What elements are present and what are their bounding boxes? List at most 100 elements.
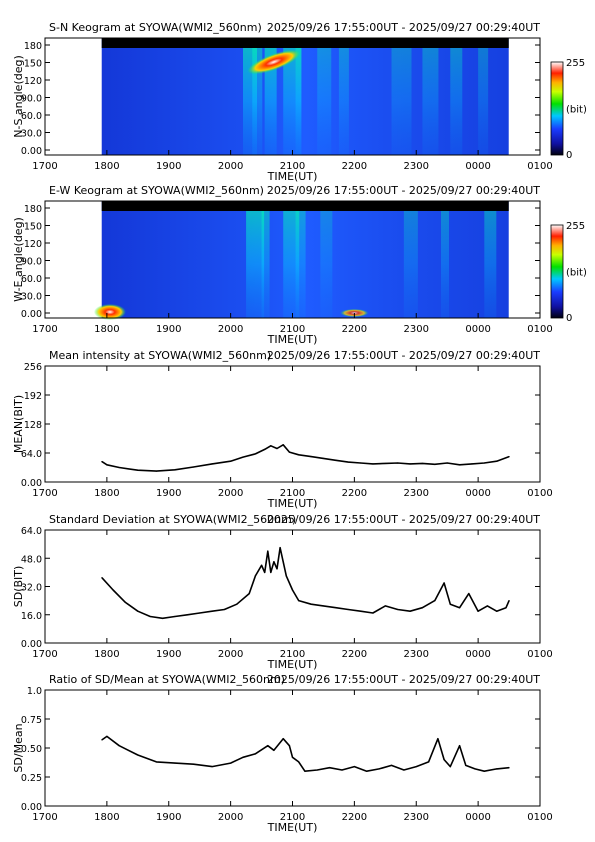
series-point xyxy=(390,764,393,767)
series-point xyxy=(409,463,411,465)
x-tick-label: 2100 xyxy=(280,812,305,823)
y-axis-label: MEAN(BIT) xyxy=(12,395,25,453)
y-tick-label: 90.0 xyxy=(21,257,42,268)
series-line xyxy=(101,546,510,620)
series-point xyxy=(443,759,445,761)
series-point xyxy=(236,603,238,605)
series-point xyxy=(161,617,164,619)
keogram-streak xyxy=(295,48,302,155)
y-axis-label: SD/Mean xyxy=(12,723,25,772)
keogram-streak xyxy=(338,48,349,155)
x-tick-label: 1700 xyxy=(32,324,57,335)
x-tick-label: 1800 xyxy=(94,488,119,499)
y-tick-label: 0.25 xyxy=(21,773,42,784)
keogram-streak xyxy=(450,48,463,155)
series-point xyxy=(409,610,411,612)
panel-2: E-W Keogram at SYOWA(WMI2_560nm) 2025/09/… xyxy=(12,184,587,346)
series-point xyxy=(508,456,510,458)
series-point xyxy=(124,601,127,603)
y-tick-label: 30.0 xyxy=(21,129,42,140)
series-point xyxy=(101,739,103,741)
series-point xyxy=(264,448,266,450)
keogram-streak xyxy=(484,211,497,318)
series-point xyxy=(428,761,430,763)
x-tick-label: 2000 xyxy=(218,161,243,172)
keogram-streak xyxy=(283,211,300,318)
x-tick-label: 1900 xyxy=(156,161,181,172)
y-axis-label: W-E angle(deg) xyxy=(12,217,25,302)
series-point xyxy=(449,765,451,768)
x-tick-label: 1800 xyxy=(94,812,119,823)
series-point xyxy=(483,462,485,464)
series-point xyxy=(316,769,318,771)
series-point xyxy=(403,769,405,771)
series-point xyxy=(112,589,114,591)
plot-frame xyxy=(44,529,541,644)
keogram-bright-spot xyxy=(93,304,126,320)
series-point xyxy=(186,614,188,616)
x-tick-label: 2000 xyxy=(218,812,243,823)
x-tick-label: 1700 xyxy=(32,161,57,172)
series-point xyxy=(248,592,250,595)
series-point xyxy=(477,610,479,612)
x-tick-label: 2000 xyxy=(218,649,243,660)
panel-title: Mean intensity at SYOWA(WMI2_560nm) xyxy=(49,349,271,362)
x-tick-label: 2200 xyxy=(342,649,367,660)
colorbar-unit-label: (bit) xyxy=(566,268,587,279)
colorbar-min-label: 0 xyxy=(566,150,572,161)
x-tick-label: 2000 xyxy=(218,324,243,335)
series-point xyxy=(458,464,461,466)
x-tick-label: 2300 xyxy=(404,649,429,660)
colorbar-max-label: 255 xyxy=(566,58,585,69)
series-point xyxy=(353,765,355,768)
series-point xyxy=(199,612,201,614)
series-point xyxy=(291,756,294,758)
y-tick-label: 0.50 xyxy=(21,744,42,755)
x-tick-label: 2100 xyxy=(280,324,305,335)
y-tick-label: 120 xyxy=(24,76,42,87)
series-point xyxy=(298,454,300,456)
y-tick-label: 0.00 xyxy=(21,309,42,320)
keogram-streak xyxy=(252,48,263,155)
keogram-streak xyxy=(246,211,265,318)
series-point xyxy=(230,762,232,764)
series-point xyxy=(434,463,436,465)
series-point xyxy=(254,753,256,755)
y-tick-label: 64.0 xyxy=(21,449,42,460)
x-tick-label: 0100 xyxy=(527,649,552,660)
panel-title: E-W Keogram at SYOWA(WMI2_560nm) xyxy=(49,184,264,197)
series-point xyxy=(508,600,510,602)
y-tick-label: 90.0 xyxy=(21,94,42,105)
series-point xyxy=(223,608,226,611)
panel-time-range: 2025/09/26 17:55:00UT - 2025/09/27 00:29… xyxy=(267,184,540,197)
x-tick-label: 0000 xyxy=(465,161,490,172)
series-point xyxy=(137,754,139,756)
series-point xyxy=(483,770,485,772)
y-tick-label: 64.0 xyxy=(21,526,42,537)
x-tick-label: 1700 xyxy=(32,812,57,823)
series-point xyxy=(273,561,275,563)
series-point xyxy=(322,605,325,607)
series-point xyxy=(285,575,287,577)
series-point xyxy=(304,770,306,772)
y-tick-label: 150 xyxy=(24,222,42,233)
series-point xyxy=(288,745,291,747)
series-point xyxy=(458,607,461,609)
y-tick-label: 0.00 xyxy=(21,146,42,157)
x-tick-label: 1800 xyxy=(94,649,119,660)
series-point xyxy=(458,745,461,747)
y-axis-label: N-S angle(deg) xyxy=(12,55,25,138)
series-point xyxy=(347,461,349,463)
series-point xyxy=(174,615,176,618)
series-point xyxy=(322,457,325,460)
series-point xyxy=(465,764,467,767)
series-point xyxy=(310,603,312,605)
plot-frame xyxy=(44,689,541,807)
series-point xyxy=(298,761,300,763)
series-point xyxy=(242,756,244,758)
series-point xyxy=(254,575,256,577)
x-tick-label: 2200 xyxy=(342,812,367,823)
series-point xyxy=(211,610,213,612)
series-point xyxy=(270,571,272,573)
series-point xyxy=(449,603,451,605)
